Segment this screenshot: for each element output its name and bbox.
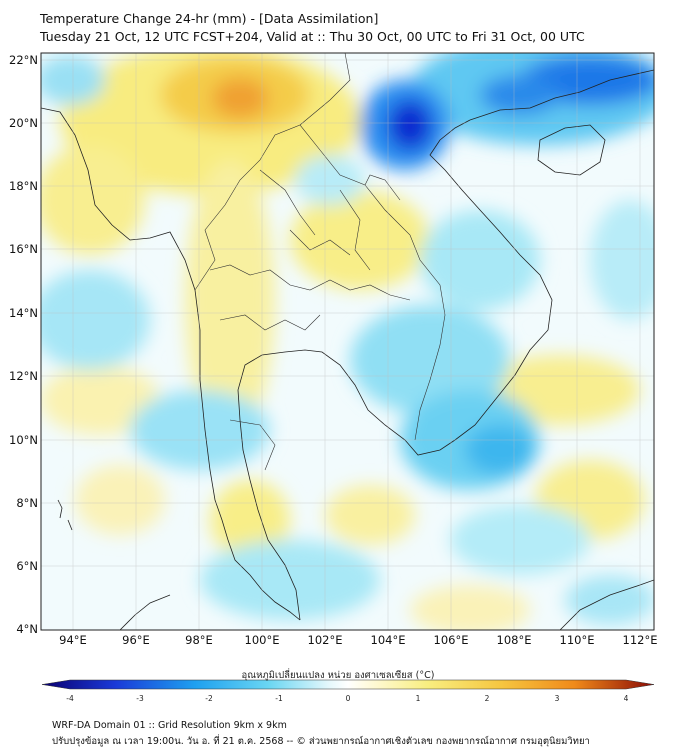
map-title-line1: Temperature Change 24-hr (mm) - [Data As… [40, 11, 379, 26]
lon-label: 98°E [185, 633, 213, 647]
colorbar-tick: 4 [623, 694, 629, 703]
lon-label: 100°E [244, 633, 280, 647]
colorbar-tick: -2 [205, 694, 213, 703]
lon-label: 106°E [433, 633, 469, 647]
lon-label: 102°E [307, 633, 343, 647]
footer-model-info: WRF-DA Domain 01 :: Grid Resolution 9km … [52, 720, 287, 731]
lon-label: 96°E [122, 633, 150, 647]
lat-label: 18°N [9, 179, 38, 193]
map-frame [40, 52, 655, 631]
lat-label: 22°N [9, 53, 38, 67]
colorbar-tick: 0 [345, 694, 351, 703]
gridlines [41, 53, 654, 630]
lon-label: 94°E [59, 633, 87, 647]
colorbar-tick: -3 [136, 694, 144, 703]
country-borders [194, 53, 446, 471]
lat-label: 14°N [9, 306, 38, 320]
lon-label: 112°E [622, 633, 658, 647]
footer-update-info: ปรับปรุงข้อมูล ณ เวลา 19:00น. วัน อ. ที่… [52, 736, 590, 747]
lat-label: 20°N [9, 116, 38, 130]
temperature-field [41, 53, 654, 630]
colorbar-tick: 2 [484, 694, 490, 703]
colorbar-tick: -1 [275, 694, 283, 703]
lat-label: 16°N [9, 242, 38, 256]
lat-label: 4°N [16, 622, 38, 636]
colorbar-tick: -4 [66, 694, 74, 703]
colorbar-tick: 3 [554, 694, 560, 703]
lon-label: 108°E [496, 633, 532, 647]
lat-label: 12°N [9, 369, 38, 383]
lon-label: 104°E [370, 633, 406, 647]
coastlines [41, 69, 654, 630]
lon-label: 110°E [559, 633, 595, 647]
map-title-line2: Tuesday 21 Oct, 12 UTC FCST+204, Valid a… [40, 29, 585, 44]
colorbar-tick: 1 [415, 694, 421, 703]
lat-label: 6°N [16, 559, 38, 573]
lat-label: 10°N [9, 433, 38, 447]
lat-label: 8°N [16, 496, 38, 510]
colorbar-title: อุณหภูมิเปลี่ยนแปลง หน่วย องศาเซลเซียส (… [241, 670, 435, 681]
colorbar [41, 679, 655, 690]
